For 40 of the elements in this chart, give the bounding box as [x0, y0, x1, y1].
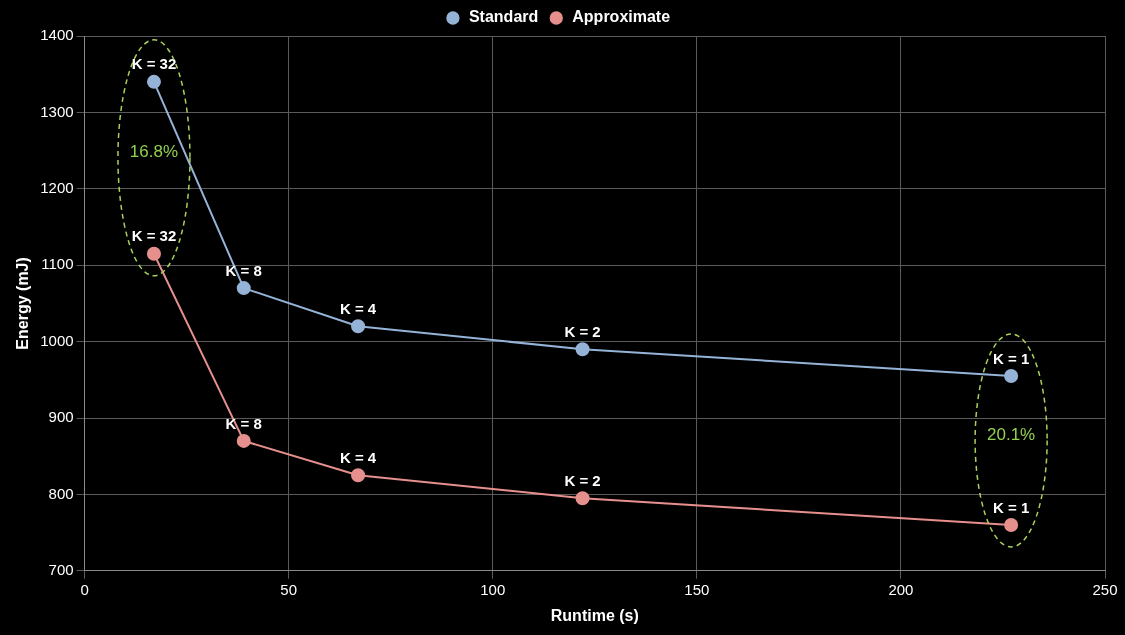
x-axis-title: Runtime (s) [550, 606, 639, 624]
point [575, 491, 590, 506]
point [146, 74, 161, 89]
point [575, 342, 590, 357]
y-tick-label: 1100 [41, 255, 74, 273]
annotation: 20.1% [987, 425, 1036, 445]
point [351, 468, 366, 483]
annotation: K = 1 [992, 498, 1030, 516]
legend-label: Standard [468, 8, 539, 26]
legend-label: Approximate [572, 8, 671, 26]
point [236, 281, 251, 296]
y-tick-label: 900 [48, 408, 74, 426]
point [351, 319, 366, 334]
x-tick-label: 0 [80, 580, 89, 598]
y-tick-label: 800 [48, 484, 74, 502]
point [236, 433, 251, 448]
x-tick-label: 50 [280, 580, 297, 598]
annotation: K = 4 [339, 448, 377, 466]
point [1004, 368, 1019, 383]
annotation: K = 8 [225, 414, 262, 432]
x-tick-label: 100 [480, 580, 506, 598]
y-tick-label: 1000 [40, 331, 74, 349]
point [146, 246, 161, 261]
annotation: K = 4 [339, 299, 377, 317]
y-tick-label: 1300 [40, 102, 74, 120]
y-tick-label: 700 [48, 560, 74, 578]
annotation: K = 1 [992, 349, 1030, 367]
annotation: K = 2 [564, 322, 601, 340]
annotation: K = 2 [564, 471, 601, 489]
y-tick-label: 1200 [40, 178, 74, 196]
y-tick-label: 1400 [40, 26, 74, 44]
annotation: K = 32 [131, 227, 177, 245]
annotation: 16.8% [129, 142, 179, 162]
x-tick-label: 250 [1092, 580, 1118, 598]
annotation: K = 8 [225, 261, 262, 279]
x-tick-label: 200 [888, 580, 914, 598]
point [1004, 517, 1019, 532]
y-axis-title: Energy (mJ) [14, 257, 32, 350]
annotation: K = 32 [131, 55, 177, 73]
x-tick-label: 150 [684, 580, 710, 598]
